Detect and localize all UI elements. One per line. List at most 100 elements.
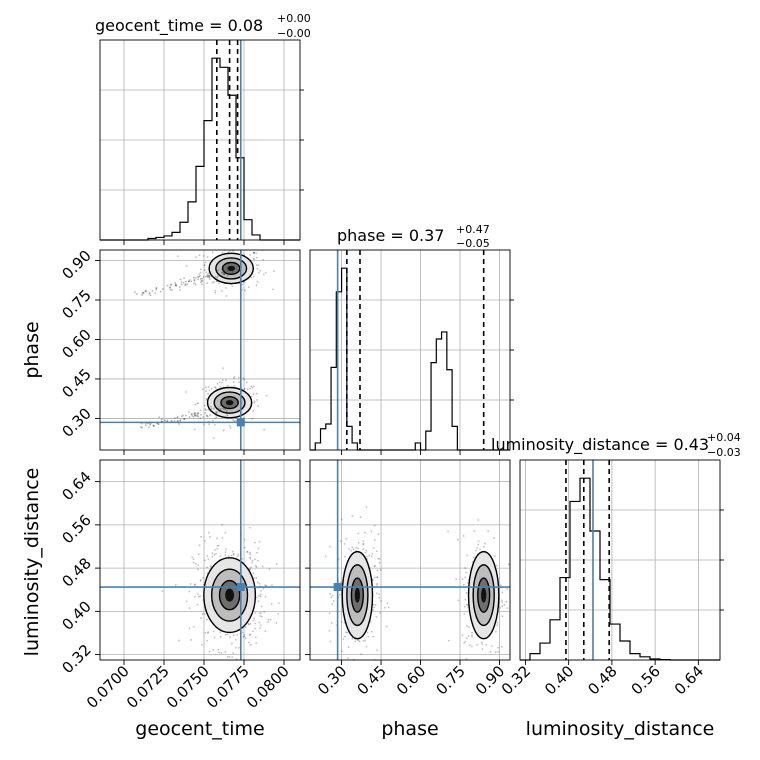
sample-point [197,593,199,595]
y-tick-label-phase: 0.75 [58,286,94,322]
sample-point [192,276,195,279]
sample-point [174,417,176,419]
sample-point [377,533,380,536]
sample-point [215,416,218,419]
sample-point [256,280,259,283]
sample-point [513,660,515,662]
sample-point [506,607,509,610]
sample-point [373,565,376,568]
sample-point [476,547,479,549]
sample-point [223,269,226,272]
sample-point [347,646,350,649]
sample-point [135,293,138,296]
sample-point [501,601,503,604]
sample-point [221,379,224,382]
x-tick-label-geocent-time: 0.0700 [83,662,133,712]
sample-point [180,281,183,283]
sample-point [262,273,265,276]
sample-point [169,284,172,286]
sample-point [237,376,240,379]
sample-point [244,626,247,629]
phase-title-sub: −0.05 [456,237,490,250]
sample-point [179,419,182,421]
sample-point [205,275,207,278]
sample-point [264,595,267,598]
sample-point [476,643,478,646]
sample-point [351,637,354,640]
sample-point [221,271,223,274]
sample-point [247,286,250,289]
sample-point [369,621,372,623]
sample-point [190,413,193,416]
sample-point [201,643,203,646]
sample-point [231,285,234,288]
geocent-time-title: geocent_time = 0.08 [95,16,263,36]
sample-point [253,385,256,388]
panel-frame [99,459,301,661]
sample-point [265,394,268,397]
sample-point [255,284,258,287]
sample-point [149,423,152,426]
sample-point [208,650,211,653]
sample-point [249,553,252,556]
sample-point [269,618,272,621]
sample-point [202,416,205,418]
sample-point [207,531,210,534]
sample-point [252,619,255,622]
sample-point [188,280,190,283]
sample-point [169,286,171,289]
sample-point [219,635,222,638]
sample-point [213,407,215,410]
sample-point [376,569,379,572]
sample-point [221,676,223,678]
sample-point [477,543,480,546]
scatter-panel-phase-vs-luminosity-distance: 0.30 0.45 0.60 0.75 0.90 [305,459,515,698]
sample-point [501,645,503,648]
sample-point [219,631,222,633]
sample-point [207,558,210,561]
sample-point [324,555,327,558]
sample-point [474,549,477,552]
sample-point [378,593,380,596]
sample-point [249,253,252,256]
sample-point [196,402,199,405]
x-tick-label-geocent-time: 0.0775 [203,662,253,712]
truth-marker [236,583,245,592]
sample-point [331,603,334,606]
sample-point [271,584,273,587]
sample-point [367,635,370,638]
sample-point [195,277,197,279]
sample-point [243,635,246,638]
sample-point [216,276,219,279]
sample-point [253,541,256,544]
sample-point [197,553,200,556]
sample-point [185,600,188,603]
truth-marker [333,583,342,592]
sample-point [462,535,465,537]
sample-point [259,593,262,596]
sample-point [330,622,333,624]
sample-point [205,618,208,621]
sample-point [218,410,221,413]
sample-point [193,412,196,414]
sample-point [221,381,224,384]
sample-point [229,244,231,246]
sample-point [275,622,278,624]
sample-point [254,627,257,630]
sample-point [340,518,343,521]
sample-point [447,639,450,642]
sample-point [213,423,216,426]
sample-point [207,408,210,411]
sample-point [464,598,467,601]
sample-point [170,283,173,286]
sample-point [260,612,262,614]
sample-point [134,291,136,294]
sample-point [203,263,206,266]
sample-point [197,415,200,418]
sample-point [262,587,265,590]
y-tick-label-phase: 0.60 [58,326,94,362]
sample-point [197,412,199,414]
sample-point [206,554,209,557]
sample-point [243,388,246,391]
